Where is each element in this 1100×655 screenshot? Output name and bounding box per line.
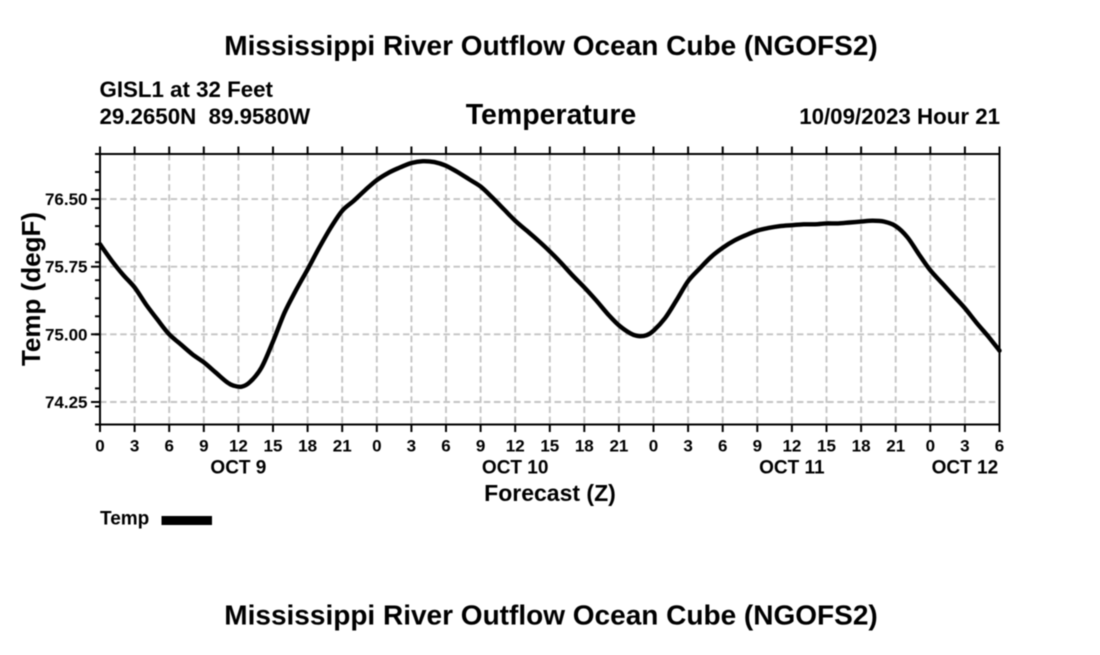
svg-text:75.75: 75.75 [45, 258, 88, 277]
svg-text:18: 18 [852, 437, 871, 456]
svg-text:21: 21 [333, 437, 352, 456]
svg-text:15: 15 [540, 437, 559, 456]
svg-text:6: 6 [441, 437, 450, 456]
svg-text:12: 12 [782, 437, 801, 456]
svg-text:OCT 11: OCT 11 [759, 458, 825, 479]
svg-text:18: 18 [298, 437, 317, 456]
svg-text:9: 9 [753, 437, 762, 456]
svg-text:OCT 12: OCT 12 [932, 458, 999, 479]
svg-text:10/09/2023 Hour 21: 10/09/2023 Hour 21 [799, 104, 1000, 129]
svg-text:3: 3 [407, 437, 416, 456]
svg-text:Temperature: Temperature [466, 99, 637, 131]
svg-text:75.00: 75.00 [45, 325, 88, 344]
svg-text:29.2650N 89.9580W: 29.2650N 89.9580W [100, 104, 312, 129]
svg-text:Temp: Temp [100, 509, 149, 530]
svg-text:74.25: 74.25 [45, 393, 88, 412]
svg-text:6: 6 [995, 437, 1004, 456]
svg-text:3: 3 [683, 437, 692, 456]
svg-text:Temp (degF): Temp (degF) [16, 212, 46, 366]
svg-text:6: 6 [718, 437, 727, 456]
svg-text:9: 9 [199, 437, 208, 456]
svg-text:Forecast (Z): Forecast (Z) [484, 480, 616, 506]
svg-text:15: 15 [817, 437, 836, 456]
svg-text:21: 21 [886, 437, 905, 456]
svg-text:0: 0 [649, 437, 658, 456]
svg-text:OCT 10: OCT 10 [482, 458, 549, 479]
svg-text:6: 6 [164, 437, 173, 456]
svg-text:0: 0 [95, 437, 104, 456]
svg-text:21: 21 [609, 437, 628, 456]
svg-text:OCT 9: OCT 9 [210, 458, 266, 479]
svg-text:15: 15 [264, 437, 283, 456]
svg-text:9: 9 [476, 437, 485, 456]
svg-text:Mississippi River Outflow Ocea: Mississippi River Outflow Ocean Cube (NG… [224, 30, 877, 61]
svg-text:Mississippi River Outflow Ocea: Mississippi River Outflow Ocean Cube (NG… [224, 600, 877, 631]
svg-text:0: 0 [926, 437, 935, 456]
svg-text:12: 12 [506, 437, 525, 456]
svg-text:12: 12 [229, 437, 248, 456]
svg-text:3: 3 [130, 437, 139, 456]
svg-text:18: 18 [575, 437, 594, 456]
svg-text:3: 3 [960, 437, 969, 456]
svg-text:GISL1 at 32 Feet: GISL1 at 32 Feet [100, 77, 274, 102]
svg-text:76.50: 76.50 [45, 190, 88, 209]
svg-text:0: 0 [372, 437, 381, 456]
